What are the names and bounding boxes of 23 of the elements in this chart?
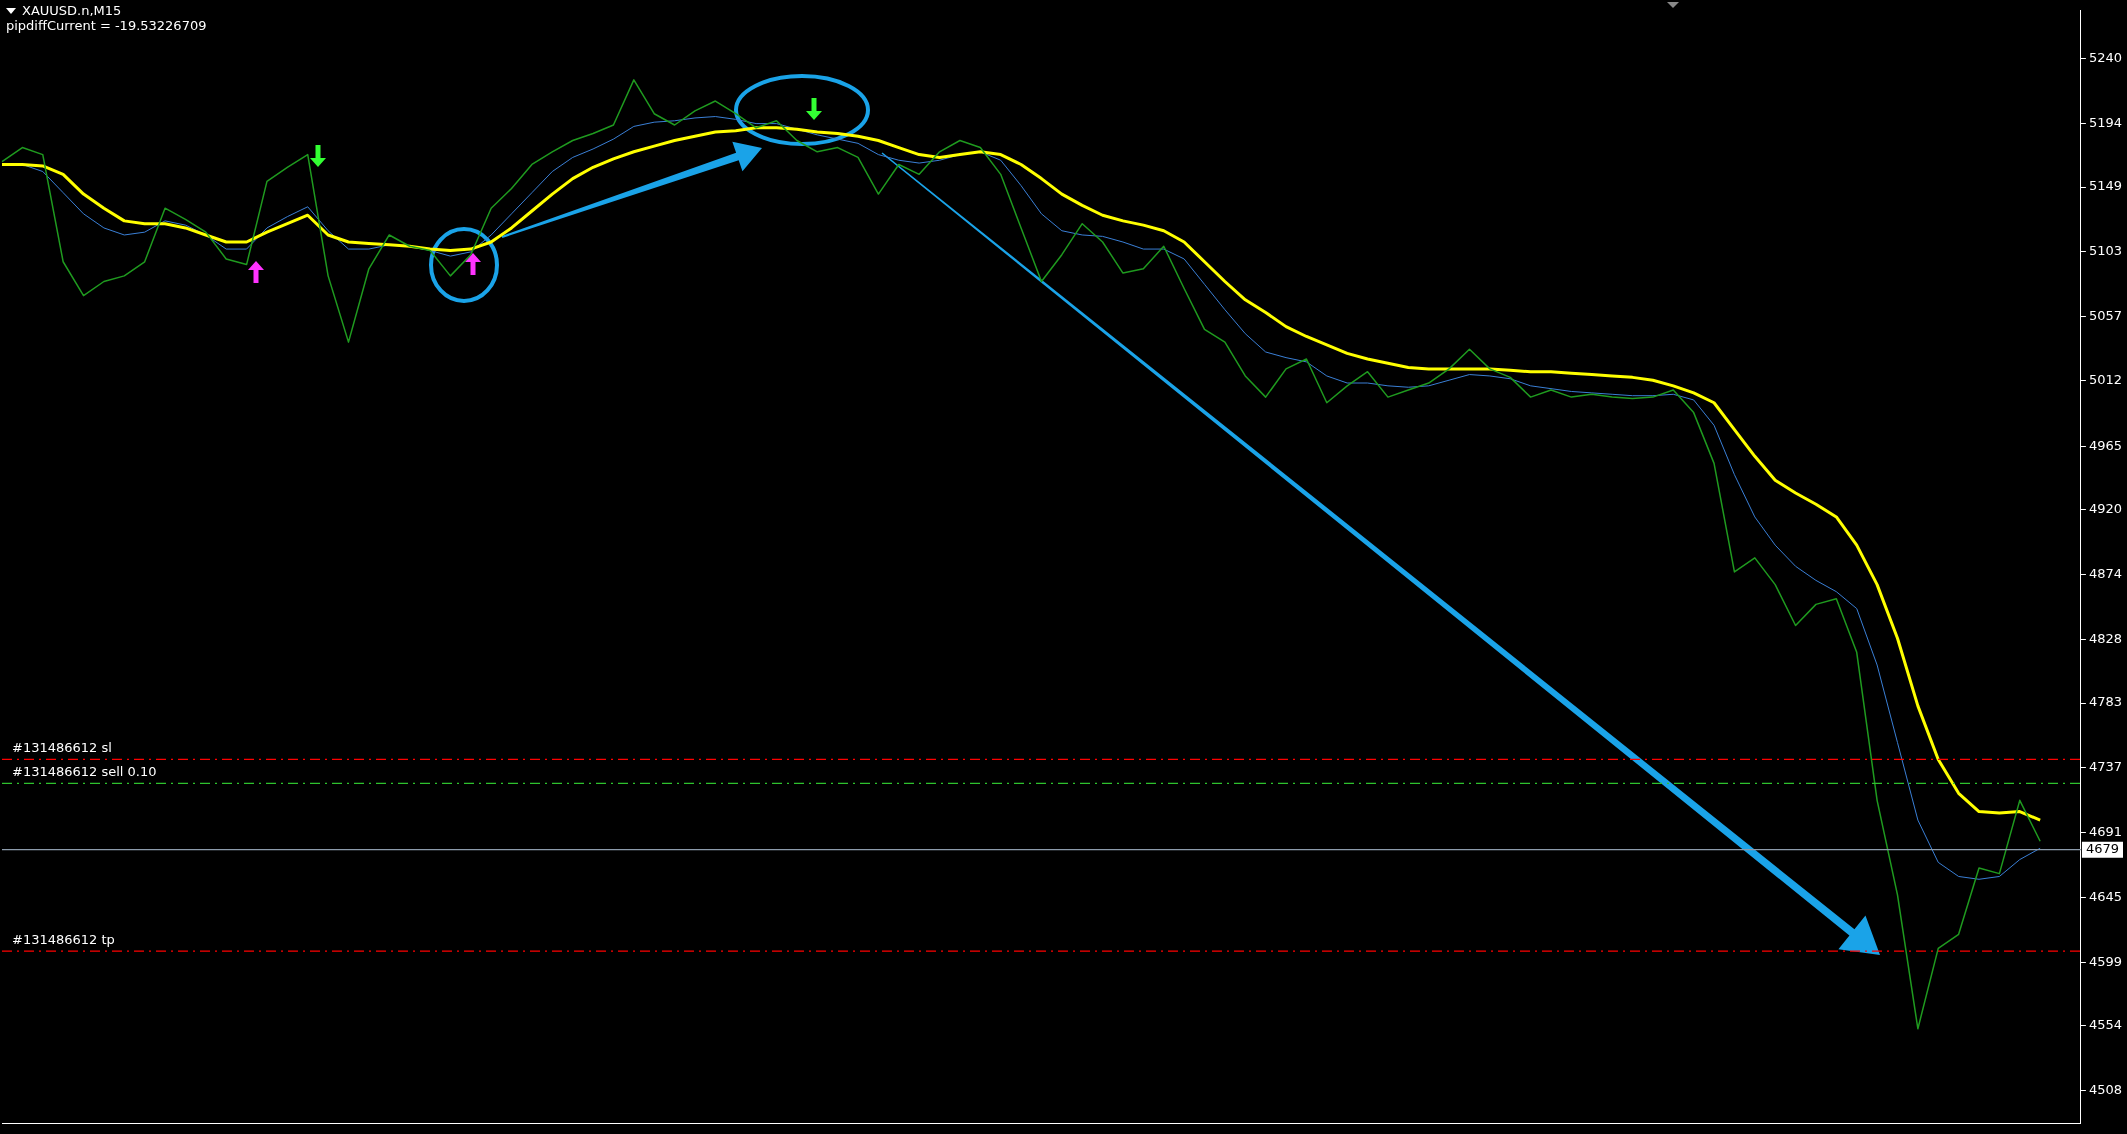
y-tick-label: 4645: [2088, 888, 2123, 904]
ref-line-label: #131486612 sl: [12, 740, 112, 756]
y-tick-label: 4737: [2088, 759, 2123, 775]
y-tick-label: 4554: [2088, 1017, 2123, 1033]
y-tick-label: 4599: [2088, 953, 2123, 969]
ref-line-label: 4679: [2085, 841, 2120, 857]
y-tick-label: 4783: [2088, 694, 2123, 710]
y-tick-label: 5149: [2088, 178, 2123, 194]
y-tick-label: 5057: [2088, 308, 2123, 324]
y-tick-label: 4828: [2088, 630, 2123, 646]
y-tick-label: 4920: [2088, 501, 2123, 517]
ref-line-label: #131486612 sell 0.10: [12, 764, 157, 780]
y-tick-label: 4691: [2088, 824, 2123, 840]
text: pipdiffCurrent = -19.53226709: [6, 18, 207, 33]
y-tick-label: 4508: [2088, 1082, 2123, 1098]
y-tick-label: 5240: [2088, 50, 2123, 66]
y-tick-label: 4965: [2088, 437, 2123, 453]
chart-title: XAUUSD.n,M15: [22, 3, 122, 18]
y-tick-label: 5103: [2088, 243, 2123, 259]
y-tick-label: 5012: [2088, 371, 2123, 387]
ref-line-label: #131486612 tp: [12, 932, 115, 948]
y-tick-label: 4874: [2088, 566, 2123, 582]
y-tick-label: 5194: [2088, 114, 2123, 130]
